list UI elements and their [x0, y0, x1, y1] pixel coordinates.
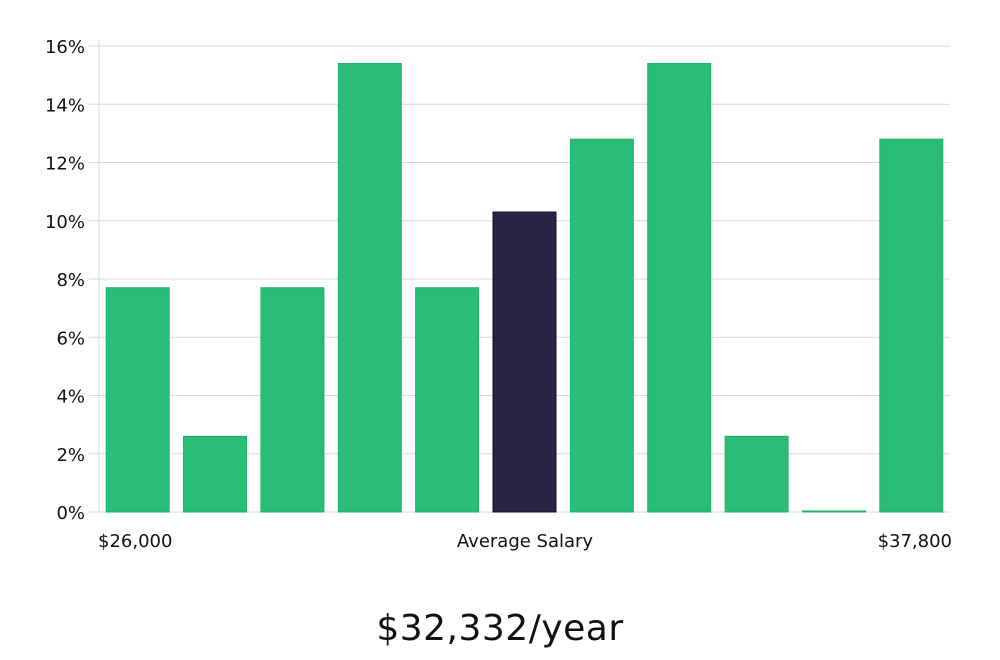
salary-histogram: 0% 2% 4% 6% 8% 10% 12% 14% 16% $26,000 Average S…	[45, 37, 952, 552]
average-salary-value: $32,332/year	[376, 608, 624, 649]
bar	[183, 435, 247, 513]
y-tick-label: 10%	[45, 212, 85, 233]
y-tick-label: 14%	[45, 95, 85, 116]
bar-highlighted	[492, 211, 557, 513]
bar	[415, 287, 480, 513]
y-axis-ticks: 0% 2% 4% 6% 8% 10% 12% 14% 16%	[45, 37, 85, 524]
bar	[724, 435, 789, 513]
bar	[802, 510, 866, 513]
bar	[105, 287, 170, 513]
bar	[647, 63, 712, 513]
bar	[260, 287, 325, 513]
bar	[337, 63, 402, 513]
y-tick-label: 0%	[56, 503, 85, 524]
y-tick-label: 4%	[56, 387, 85, 408]
y-tick-label: 8%	[56, 270, 85, 291]
x-axis-title: Average Salary	[457, 531, 594, 552]
bar	[879, 138, 944, 513]
x-min-label: $26,000	[98, 531, 172, 552]
y-tick-label: 2%	[56, 445, 85, 466]
y-tick-label: 16%	[45, 37, 85, 58]
bars	[105, 63, 944, 513]
x-max-label: $37,800	[878, 531, 952, 552]
y-tick-label: 12%	[45, 154, 85, 175]
y-tick-label: 6%	[56, 328, 85, 349]
bar	[569, 138, 634, 513]
